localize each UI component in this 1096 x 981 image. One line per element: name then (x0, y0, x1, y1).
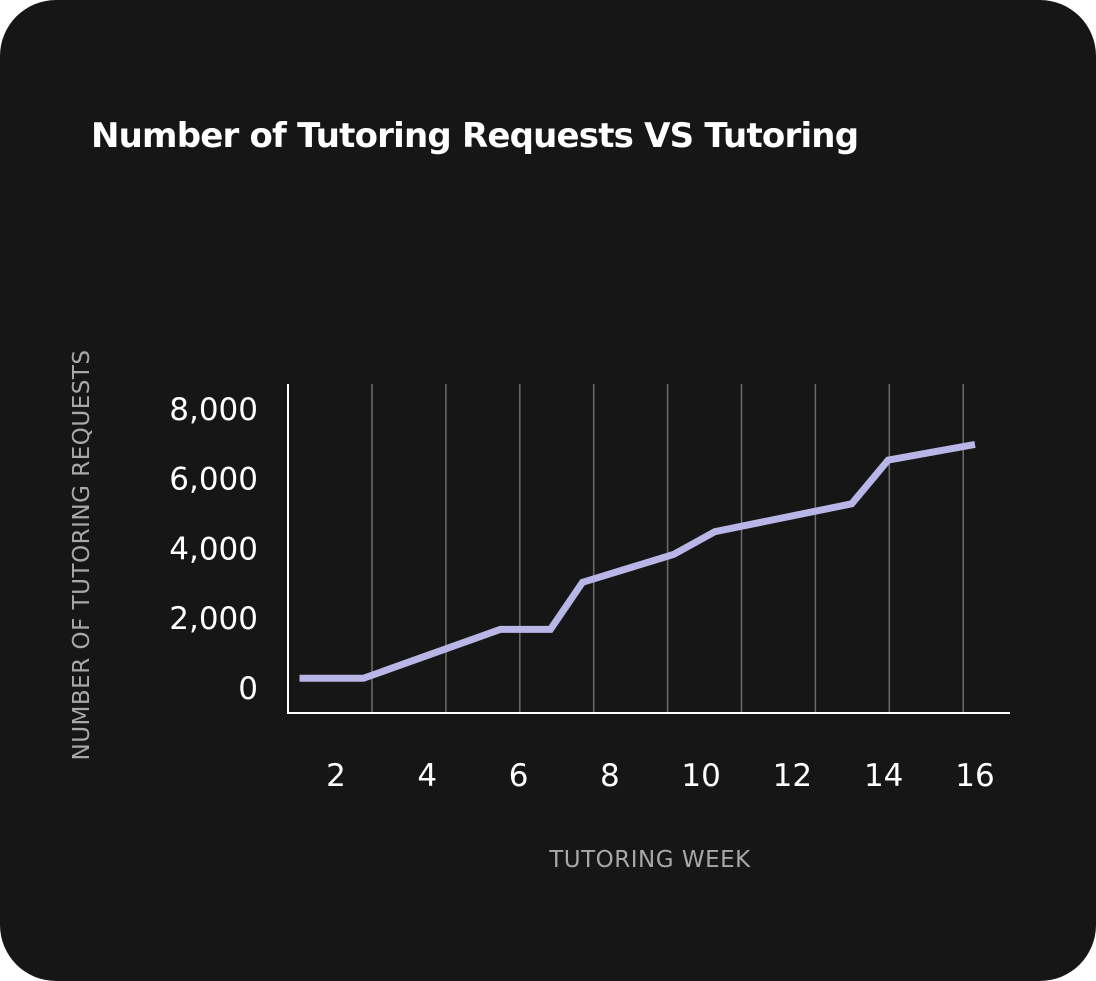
y-tick-label: 6,000 (169, 462, 258, 498)
x-axis-title: TUTORING WEEK (548, 847, 751, 873)
y-tick-label: 4,000 (169, 531, 258, 567)
x-tick-label: 6 (509, 758, 529, 794)
chart-title: Number of Tutoring Requests VS Tutoring (91, 116, 859, 156)
gridlines (371, 384, 964, 713)
x-tick-labels: 2 4 6 8 10 12 14 16 (326, 758, 995, 794)
y-tick-label: 0 (238, 671, 258, 707)
x-tick-label: 10 (681, 758, 720, 794)
y-axis-title: NUMBER OF TUTORING REQUESTS (69, 349, 95, 760)
x-tick-label: 4 (417, 758, 437, 794)
y-tick-label: 2,000 (169, 601, 258, 637)
x-tick-label: 16 (955, 758, 994, 794)
y-tick-label: 8,000 (169, 392, 258, 428)
y-tick-labels: 0 2,000 4,000 6,000 8,000 (169, 392, 258, 707)
x-tick-label: 14 (864, 758, 903, 794)
series-line (299, 440, 976, 682)
series-group (299, 440, 976, 682)
x-tick-label: 12 (773, 758, 812, 794)
x-tick-label: 8 (600, 758, 620, 794)
x-tick-label: 2 (326, 758, 346, 794)
